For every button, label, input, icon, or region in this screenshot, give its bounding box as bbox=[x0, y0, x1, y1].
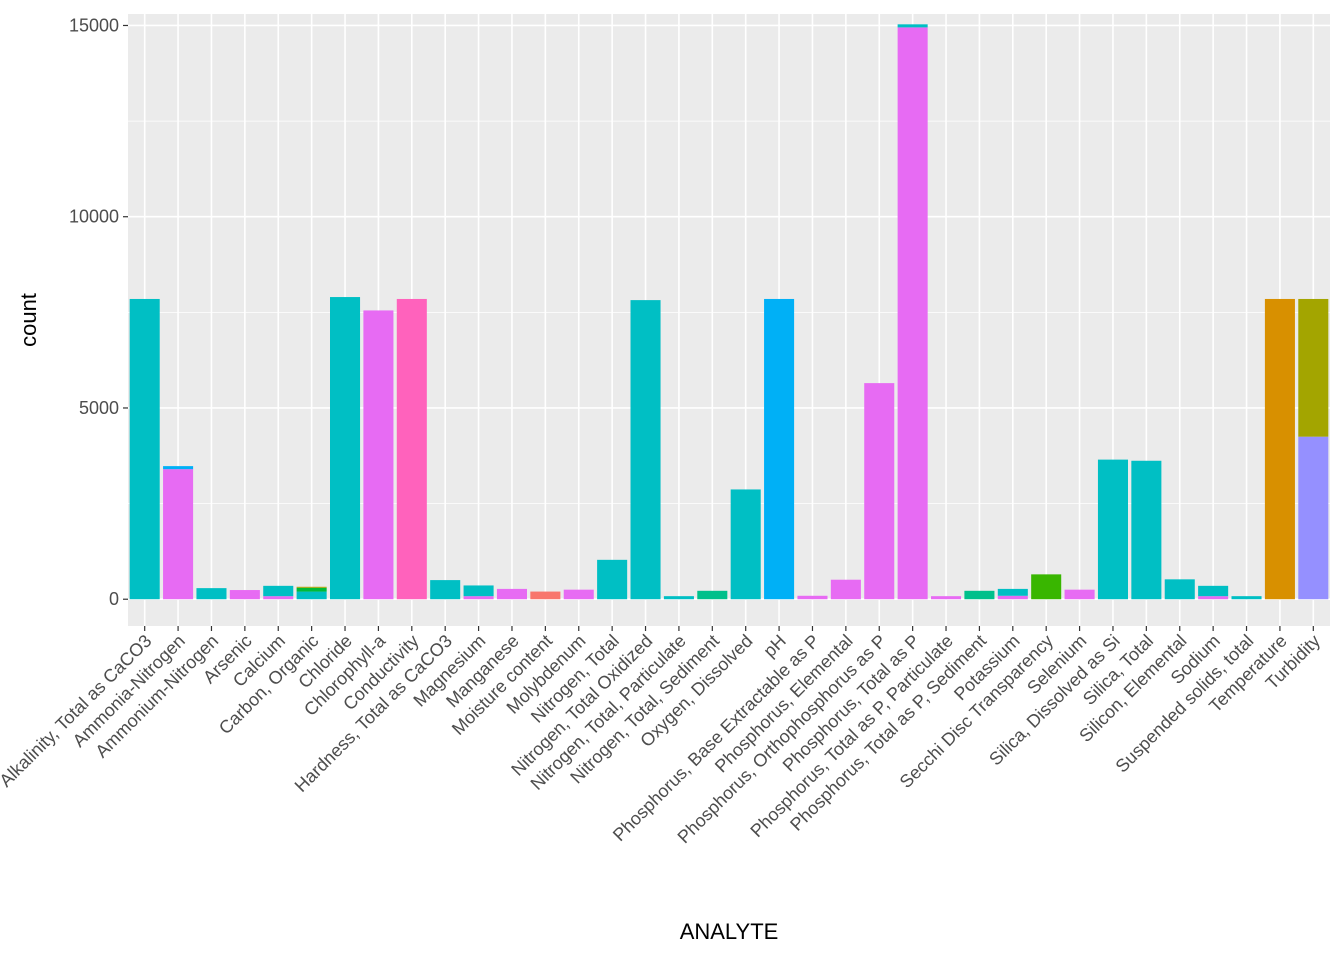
bar-segment bbox=[1298, 436, 1329, 600]
bar-segment bbox=[663, 596, 694, 600]
plot-panel bbox=[128, 14, 1330, 626]
bar-segment bbox=[1198, 585, 1229, 597]
bar-segment bbox=[897, 27, 928, 600]
bar-segment bbox=[263, 596, 294, 600]
bar-segment bbox=[296, 587, 327, 592]
bar-segment bbox=[196, 588, 227, 600]
y-axis: 0 5000 10000 15000 bbox=[69, 15, 128, 609]
grid bbox=[128, 14, 1330, 626]
bar-segment bbox=[296, 586, 327, 588]
bar-segment bbox=[830, 579, 861, 600]
bar-segment bbox=[997, 595, 1028, 600]
bar-segment bbox=[1231, 596, 1262, 600]
bars bbox=[129, 24, 1329, 600]
bar-segment bbox=[1164, 579, 1195, 600]
bar-segment bbox=[1131, 460, 1162, 600]
y-tick-label: 5000 bbox=[79, 398, 119, 418]
bar-segment bbox=[530, 591, 561, 600]
bar-segment bbox=[797, 595, 828, 600]
bar-segment bbox=[129, 298, 160, 600]
bar-segment bbox=[597, 559, 628, 600]
bar-segment bbox=[964, 590, 995, 600]
bar-segment bbox=[496, 588, 527, 600]
bar-segment bbox=[1064, 589, 1095, 600]
bar-segment bbox=[1031, 574, 1062, 600]
bar-segment bbox=[463, 596, 494, 600]
bar-segment bbox=[263, 585, 294, 597]
bar-segment bbox=[363, 310, 394, 600]
bar-segment bbox=[697, 590, 728, 600]
x-axis-title: ANALYTE bbox=[680, 919, 779, 944]
bar-segment bbox=[296, 591, 327, 600]
bar-segment bbox=[163, 466, 194, 470]
bar-segment bbox=[630, 300, 661, 600]
bar-segment bbox=[330, 297, 361, 600]
bar-segment bbox=[229, 590, 260, 600]
bar-segment bbox=[931, 596, 962, 600]
bar-segment bbox=[997, 588, 1028, 596]
bar-segment bbox=[897, 24, 928, 28]
bar-segment bbox=[1097, 459, 1128, 600]
bar-segment bbox=[764, 298, 795, 600]
bar-segment bbox=[463, 585, 494, 597]
y-tick-label: 0 bbox=[109, 589, 119, 609]
bar-segment bbox=[1198, 596, 1229, 600]
bar-segment bbox=[1298, 298, 1329, 437]
bar-segment bbox=[864, 383, 895, 600]
bar-segment bbox=[430, 580, 461, 600]
y-tick-label: 10000 bbox=[69, 207, 119, 227]
y-axis-title: count bbox=[16, 293, 41, 347]
bar-segment bbox=[563, 589, 594, 600]
x-axis: Alkalinity, Total as CaCO3Ammonia-Nitrog… bbox=[0, 626, 1324, 847]
bar-segment bbox=[1264, 298, 1295, 600]
y-tick-label: 15000 bbox=[69, 15, 119, 35]
bar-segment bbox=[396, 298, 427, 600]
bar-segment bbox=[163, 469, 194, 600]
bar-segment bbox=[730, 489, 761, 600]
